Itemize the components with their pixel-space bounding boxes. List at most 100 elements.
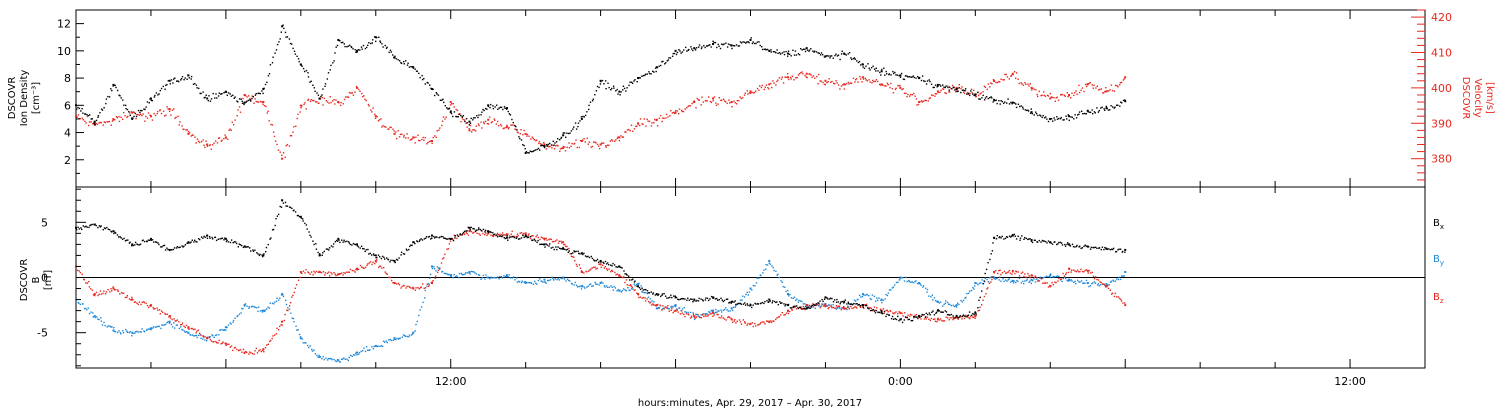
data-point <box>1049 284 1051 287</box>
data-point <box>938 319 941 321</box>
data-point <box>689 311 692 314</box>
data-point <box>560 136 563 139</box>
data-point <box>1068 243 1071 246</box>
data-point <box>326 101 329 103</box>
data-point <box>783 314 785 316</box>
data-point <box>912 282 915 284</box>
data-point <box>658 65 660 67</box>
data-point <box>1109 89 1111 91</box>
data-point <box>101 109 104 111</box>
data-point <box>249 351 251 353</box>
data-point <box>611 265 613 267</box>
data-point <box>603 83 605 85</box>
data-point <box>1043 117 1046 119</box>
data-point <box>812 50 814 52</box>
data-point <box>88 280 90 283</box>
data-point <box>636 285 638 287</box>
data-point <box>606 269 609 271</box>
data-point <box>1090 246 1093 249</box>
data-point <box>607 82 609 84</box>
data-point <box>649 298 651 300</box>
data-point <box>432 136 434 139</box>
data-point <box>696 299 698 302</box>
data-point <box>449 104 452 106</box>
data-point <box>987 83 990 85</box>
data-point <box>958 84 960 86</box>
data-point <box>319 253 321 255</box>
data-point <box>138 301 141 303</box>
data-point <box>985 96 988 98</box>
data-point <box>785 312 788 314</box>
data-point <box>977 307 979 309</box>
data-point <box>146 101 149 103</box>
data-point <box>305 108 307 110</box>
data-point <box>748 92 751 94</box>
data-point <box>256 101 258 103</box>
data-point <box>797 301 800 303</box>
data-point <box>296 329 298 331</box>
data-point <box>1092 87 1094 89</box>
data-point <box>246 100 248 102</box>
data-point <box>317 356 319 358</box>
data-point <box>369 349 371 351</box>
data-point <box>764 86 766 88</box>
data-point <box>655 70 657 73</box>
data-point <box>753 42 756 45</box>
data-point <box>246 305 248 307</box>
data-point <box>505 233 508 235</box>
data-point <box>232 321 234 323</box>
data-point <box>673 305 676 307</box>
data-point <box>1051 281 1053 284</box>
data-point <box>424 289 426 292</box>
data-point <box>381 43 383 45</box>
data-point <box>412 136 415 139</box>
data-point <box>883 312 886 314</box>
data-point <box>131 111 134 114</box>
data-point <box>336 359 339 361</box>
data-point <box>477 274 480 276</box>
data-point <box>539 278 541 280</box>
data-point <box>212 92 214 95</box>
data-point <box>755 282 758 284</box>
data-point <box>578 146 581 149</box>
data-point <box>895 311 897 313</box>
data-point <box>212 341 214 343</box>
data-point <box>415 323 417 326</box>
data-point <box>790 297 793 299</box>
data-point <box>735 304 737 307</box>
data-point <box>785 303 787 306</box>
data-point <box>94 223 96 225</box>
data-point <box>521 280 523 282</box>
data-point <box>1073 281 1075 284</box>
data-point <box>1121 102 1123 104</box>
data-point <box>737 45 739 47</box>
data-point <box>335 274 337 277</box>
data-point <box>213 341 215 343</box>
data-point <box>460 114 462 117</box>
data-point <box>887 311 889 313</box>
data-point <box>568 142 570 144</box>
data-point <box>983 99 986 101</box>
data-point <box>265 105 267 108</box>
data-point <box>1107 109 1110 111</box>
data-point <box>658 293 660 295</box>
data-point <box>339 40 341 42</box>
data-point <box>484 231 486 233</box>
data-point <box>149 97 152 100</box>
data-point <box>955 90 957 93</box>
data-point <box>641 75 643 77</box>
data-point <box>671 305 673 308</box>
data-point <box>587 143 589 145</box>
data-point <box>368 253 370 255</box>
data-point <box>727 43 730 45</box>
data-point <box>557 242 560 244</box>
data-point <box>116 117 118 119</box>
data-point <box>562 147 565 150</box>
data-point <box>770 320 772 322</box>
bottom-data-points <box>75 199 1127 363</box>
data-point <box>699 316 701 319</box>
data-point <box>836 306 838 309</box>
data-point <box>379 265 381 267</box>
data-point <box>845 307 847 310</box>
data-point <box>599 263 602 266</box>
